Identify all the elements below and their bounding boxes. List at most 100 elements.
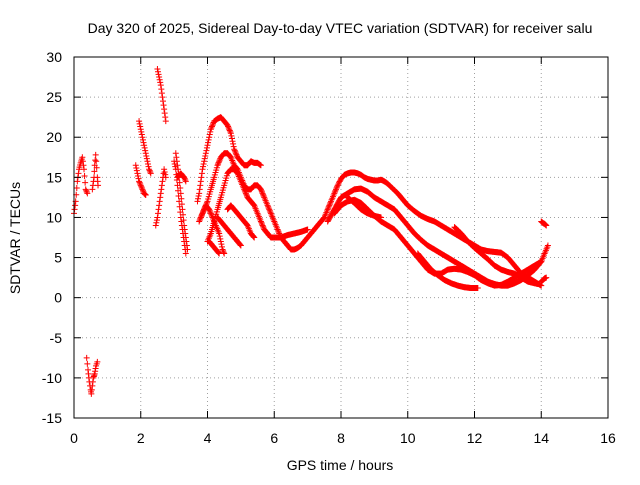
- data-point: [201, 158, 208, 165]
- data-point: [542, 221, 549, 228]
- series-s8d: [344, 194, 385, 221]
- x-tick-label: 6: [270, 430, 278, 446]
- data-point: [72, 202, 79, 209]
- data-point: [199, 166, 206, 173]
- series-s11a: [451, 224, 541, 288]
- data-point: [162, 118, 169, 125]
- data-point: [218, 241, 225, 248]
- data-point: [160, 102, 167, 109]
- x-tick-label: 10: [400, 430, 416, 446]
- data-point: [147, 168, 154, 175]
- data-point: [200, 207, 207, 214]
- data-point: [157, 194, 164, 201]
- data-point: [162, 114, 169, 121]
- data-point: [220, 247, 227, 254]
- data-point: [207, 209, 214, 216]
- data-point: [139, 134, 146, 141]
- data-point: [158, 182, 165, 189]
- data-point: [144, 158, 151, 165]
- x-tick-label: 12: [467, 430, 483, 446]
- data-point: [226, 126, 233, 133]
- data-point: [158, 86, 165, 93]
- y-tick-label: 20: [46, 129, 62, 145]
- data-point: [81, 172, 88, 179]
- y-tick-label: -10: [42, 370, 62, 386]
- data-point: [95, 182, 102, 189]
- axis-ticks: [73, 56, 609, 419]
- data-point: [84, 360, 91, 367]
- data-point: [88, 386, 95, 393]
- data-point: [304, 226, 311, 233]
- data-point: [205, 136, 212, 143]
- data-point: [266, 207, 273, 214]
- y-tick-label: 0: [54, 290, 62, 306]
- data-point: [161, 166, 168, 173]
- data-point: [144, 160, 151, 167]
- series-s2c: [152, 166, 169, 229]
- series-s3b: [172, 150, 191, 253]
- data-point: [157, 190, 164, 197]
- data-point: [161, 110, 168, 117]
- data-point: [89, 382, 96, 389]
- data-point: [84, 190, 91, 197]
- data-point: [153, 217, 160, 224]
- data-point: [264, 202, 271, 209]
- data-point: [142, 191, 149, 198]
- data-point: [250, 233, 257, 240]
- data-point: [230, 143, 237, 150]
- data-point: [182, 178, 189, 185]
- data-point: [232, 148, 239, 155]
- data-point: [178, 201, 185, 208]
- data-point: [183, 242, 190, 249]
- x-tick-label: 0: [70, 430, 78, 446]
- data-point: [139, 136, 146, 143]
- data-point: [200, 160, 207, 167]
- data-point: [207, 128, 214, 135]
- data-point: [152, 222, 159, 229]
- x-tick-label: 14: [533, 430, 549, 446]
- data-point: [544, 242, 551, 249]
- data-point: [242, 190, 249, 197]
- data-point: [145, 163, 152, 170]
- data-point: [332, 186, 339, 193]
- data-point: [160, 98, 166, 105]
- data-point: [258, 219, 265, 226]
- data-point: [136, 179, 143, 186]
- data-point: [156, 202, 163, 209]
- data-point: [143, 155, 150, 162]
- data-point: [89, 182, 96, 189]
- data-point: [214, 162, 221, 169]
- data-point: [332, 187, 339, 194]
- data-point: [162, 174, 169, 181]
- data-point: [265, 203, 272, 210]
- data-point: [260, 223, 267, 230]
- data-point: [173, 158, 180, 165]
- data-point: [146, 166, 153, 173]
- data-point: [474, 285, 481, 292]
- data-point: [198, 213, 205, 220]
- data-point: [228, 132, 235, 139]
- data-point: [157, 79, 164, 86]
- data-point: [197, 178, 204, 185]
- data-point: [83, 187, 90, 194]
- data-point: [194, 198, 201, 205]
- data-point: [88, 390, 95, 397]
- data-point: [182, 177, 189, 184]
- data-point: [227, 130, 234, 137]
- data-point: [202, 152, 209, 159]
- data-point: [153, 219, 160, 226]
- data-point: [207, 210, 214, 217]
- data-point: [136, 178, 143, 185]
- data-point: [82, 179, 89, 186]
- series-s14a: [538, 218, 550, 229]
- series-s4e: [214, 214, 244, 249]
- data-point: [324, 206, 331, 213]
- data-point: [93, 164, 100, 171]
- data-point: [82, 186, 89, 193]
- data-point: [198, 170, 205, 177]
- data-point: [133, 167, 140, 174]
- data-point: [209, 122, 216, 129]
- y-tick-label: 15: [46, 169, 62, 185]
- data-point: [133, 164, 140, 171]
